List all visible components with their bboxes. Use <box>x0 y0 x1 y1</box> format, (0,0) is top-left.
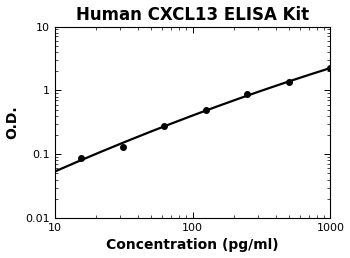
X-axis label: Concentration (pg/ml): Concentration (pg/ml) <box>106 238 279 252</box>
Y-axis label: O.D.: O.D. <box>6 106 20 139</box>
Title: Human CXCL13 ELISA Kit: Human CXCL13 ELISA Kit <box>76 6 309 23</box>
